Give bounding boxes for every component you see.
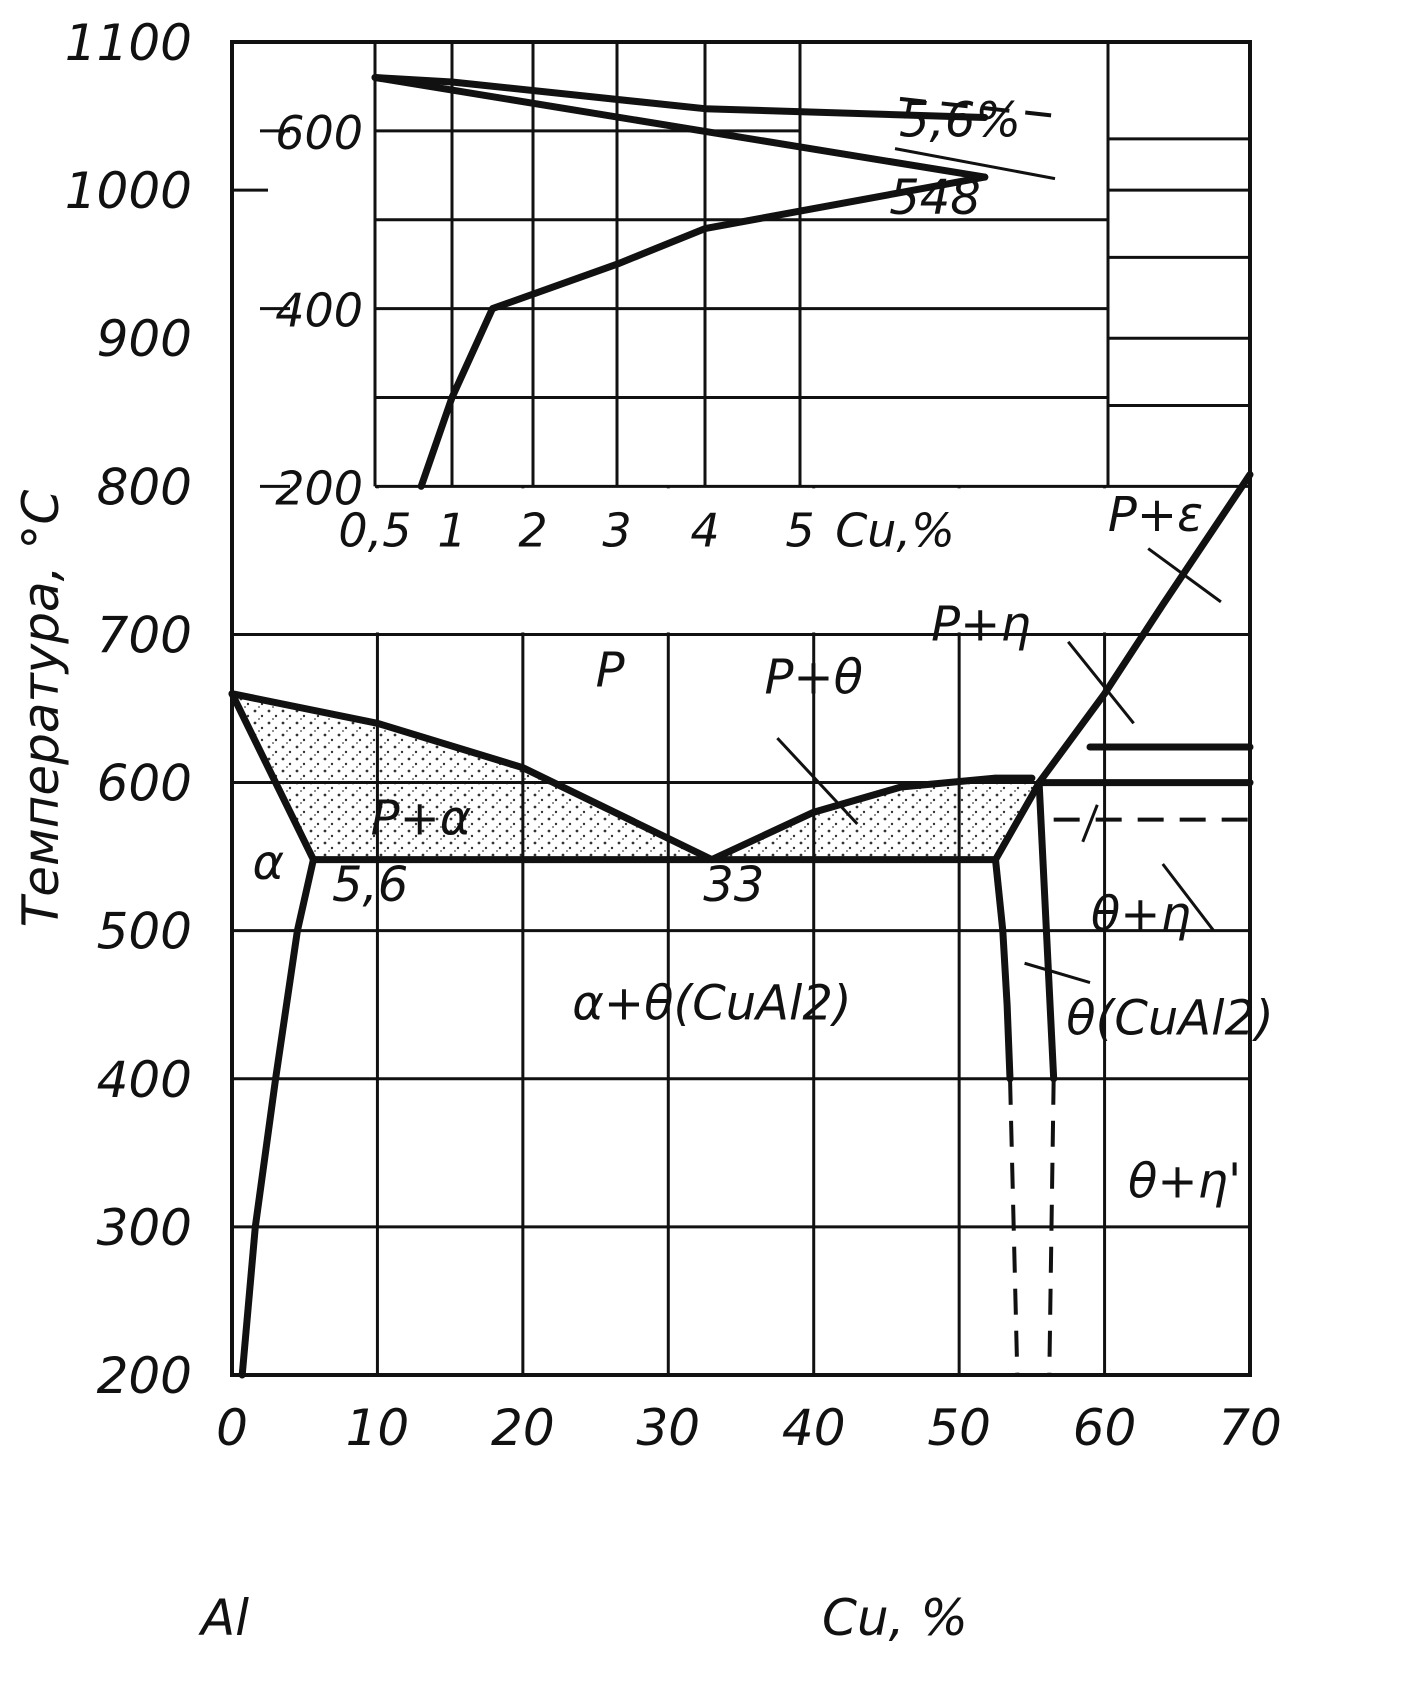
blank-band: [235, 488, 1247, 633]
x-tick-20: 20: [491, 1399, 555, 1457]
inset-x-tick-2: 2: [518, 503, 547, 557]
dashed-eta-lower: [1047, 1078, 1056, 1376]
leader-p-theta: [776, 737, 859, 826]
phase-label-3: α+θ(CuAl2): [572, 976, 851, 1032]
dashed-tick: [1081, 804, 1099, 843]
curve-solidus-left: [228, 690, 317, 864]
phase-label-4: P+θ: [764, 650, 863, 706]
y-tick-1000: 1000: [65, 162, 192, 220]
leader-p-epsilon: [1147, 547, 1222, 604]
dashed-theta-lower: [1008, 1078, 1020, 1376]
inset-y-tick-200: 200: [275, 461, 363, 515]
curve-eta-boundary: [1035, 779, 1058, 1083]
phase-label-0: P: [596, 642, 625, 698]
inset-annotation-temperature: 548: [889, 170, 981, 226]
y-tick-800: 800: [97, 458, 192, 516]
leader-p-eta: [1067, 640, 1135, 725]
x-tick-10: 10: [346, 1399, 410, 1457]
phase-label-5: P+η: [931, 596, 1031, 652]
x-origin-label: Al: [198, 1589, 249, 1647]
y-tick-700: 700: [97, 606, 192, 664]
point-label-33: 33: [703, 857, 764, 913]
x-tick-70: 70: [1218, 1399, 1282, 1457]
leader-theta: [1024, 961, 1091, 984]
inset-x-tick-0: 0,5: [338, 503, 411, 557]
y-tick-500: 500: [97, 903, 192, 961]
shade-p-theta: [711, 778, 1040, 860]
curve-liquidus-left: [228, 690, 716, 864]
curve-solvus-alpha: [238, 856, 317, 1379]
y-tick-200: 200: [97, 1347, 192, 1405]
phase-label-1: P+α: [371, 790, 472, 846]
inset-x-tick-5: 5: [785, 503, 814, 557]
y-tick-300: 300: [97, 1199, 192, 1257]
inset-x-tick-1: 1: [437, 503, 466, 557]
inset-marker-line: [894, 147, 1056, 181]
shade-p-alpha: [232, 693, 712, 860]
y-tick-900: 900: [97, 310, 192, 368]
inset-liquidus-dash: [899, 96, 1066, 119]
inset-x-tick-3: 3: [602, 503, 631, 557]
x-tick-60: 60: [1073, 1399, 1137, 1457]
inset-y-tick-400: 400: [275, 284, 363, 338]
phase-label-2: α: [253, 835, 285, 891]
y-tick-600: 600: [97, 755, 192, 813]
inset-curve-solvus: [417, 173, 989, 490]
x-tick-30: 30: [636, 1399, 700, 1457]
inset-curve-solidus: [371, 74, 989, 181]
inset-x-tick-4: 4: [690, 503, 719, 557]
curve-theta-left: [992, 856, 1014, 1083]
phase-label-8: θ(CuAl2): [1066, 990, 1273, 1046]
y-tick-400: 400: [97, 1051, 192, 1109]
x-tick-50: 50: [927, 1399, 991, 1457]
extra-lines: [232, 188, 1250, 1376]
phase-label-9: θ+η': [1128, 1153, 1241, 1209]
x-tick-40: 40: [782, 1399, 846, 1457]
inset-curve-liquidus: [371, 74, 989, 121]
y-tick-1100: 1100: [65, 14, 192, 72]
inset-x-label: Cu,%: [835, 503, 955, 557]
phase-boundaries: [228, 471, 1254, 1379]
two-phase-shading: [232, 693, 1040, 860]
plot-frame: [230, 40, 1252, 1377]
inset-annotation-solubility: 5,6%: [899, 93, 1021, 149]
inset-y-tick-600: 600: [275, 106, 363, 160]
x-axis-label: Cu, %: [822, 1589, 968, 1647]
curve-liquidus-eta-epsilon: [1035, 471, 1254, 787]
phase-label-6: P+ε: [1108, 487, 1203, 543]
point-label-5-6: 5,6: [332, 857, 408, 913]
x-tick-0: 0: [216, 1399, 248, 1457]
y-axis-label: Температура, °С: [12, 490, 70, 928]
phase-label-7: θ+η: [1091, 887, 1191, 943]
leader-theta-eta: [1161, 863, 1215, 932]
curve-liquidus-right: [708, 774, 1036, 864]
inset-curves: [371, 74, 1066, 490]
